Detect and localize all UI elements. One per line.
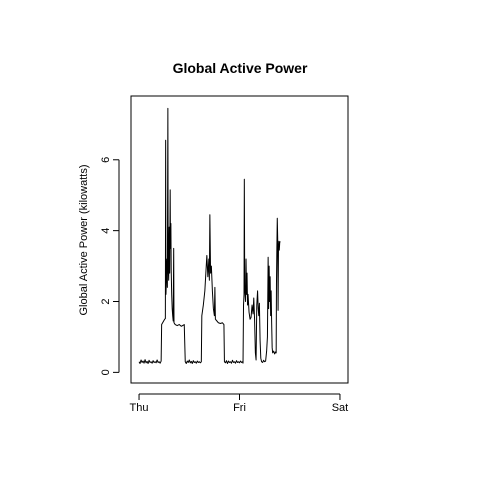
plot-area-frame [130,95,349,384]
y-axis: 0 2 4 6 [100,157,120,375]
x-tick-label: Fri [233,402,246,414]
x-tick-label: Sat [332,402,349,414]
series-layer [138,107,281,365]
y-tick-label: 4 [100,228,112,234]
series-line-0 [138,107,281,365]
y-tick-label: 2 [100,298,112,304]
x-tick-label: Thu [130,402,149,414]
y-axis-label: Global Active Power (kilowatts) [78,165,90,316]
y-tick-label: 0 [100,369,112,375]
chart-title: Global Active Power [173,60,308,76]
y-tick-label: 6 [100,157,112,163]
x-axis: Thu Fri Sat [130,393,349,414]
